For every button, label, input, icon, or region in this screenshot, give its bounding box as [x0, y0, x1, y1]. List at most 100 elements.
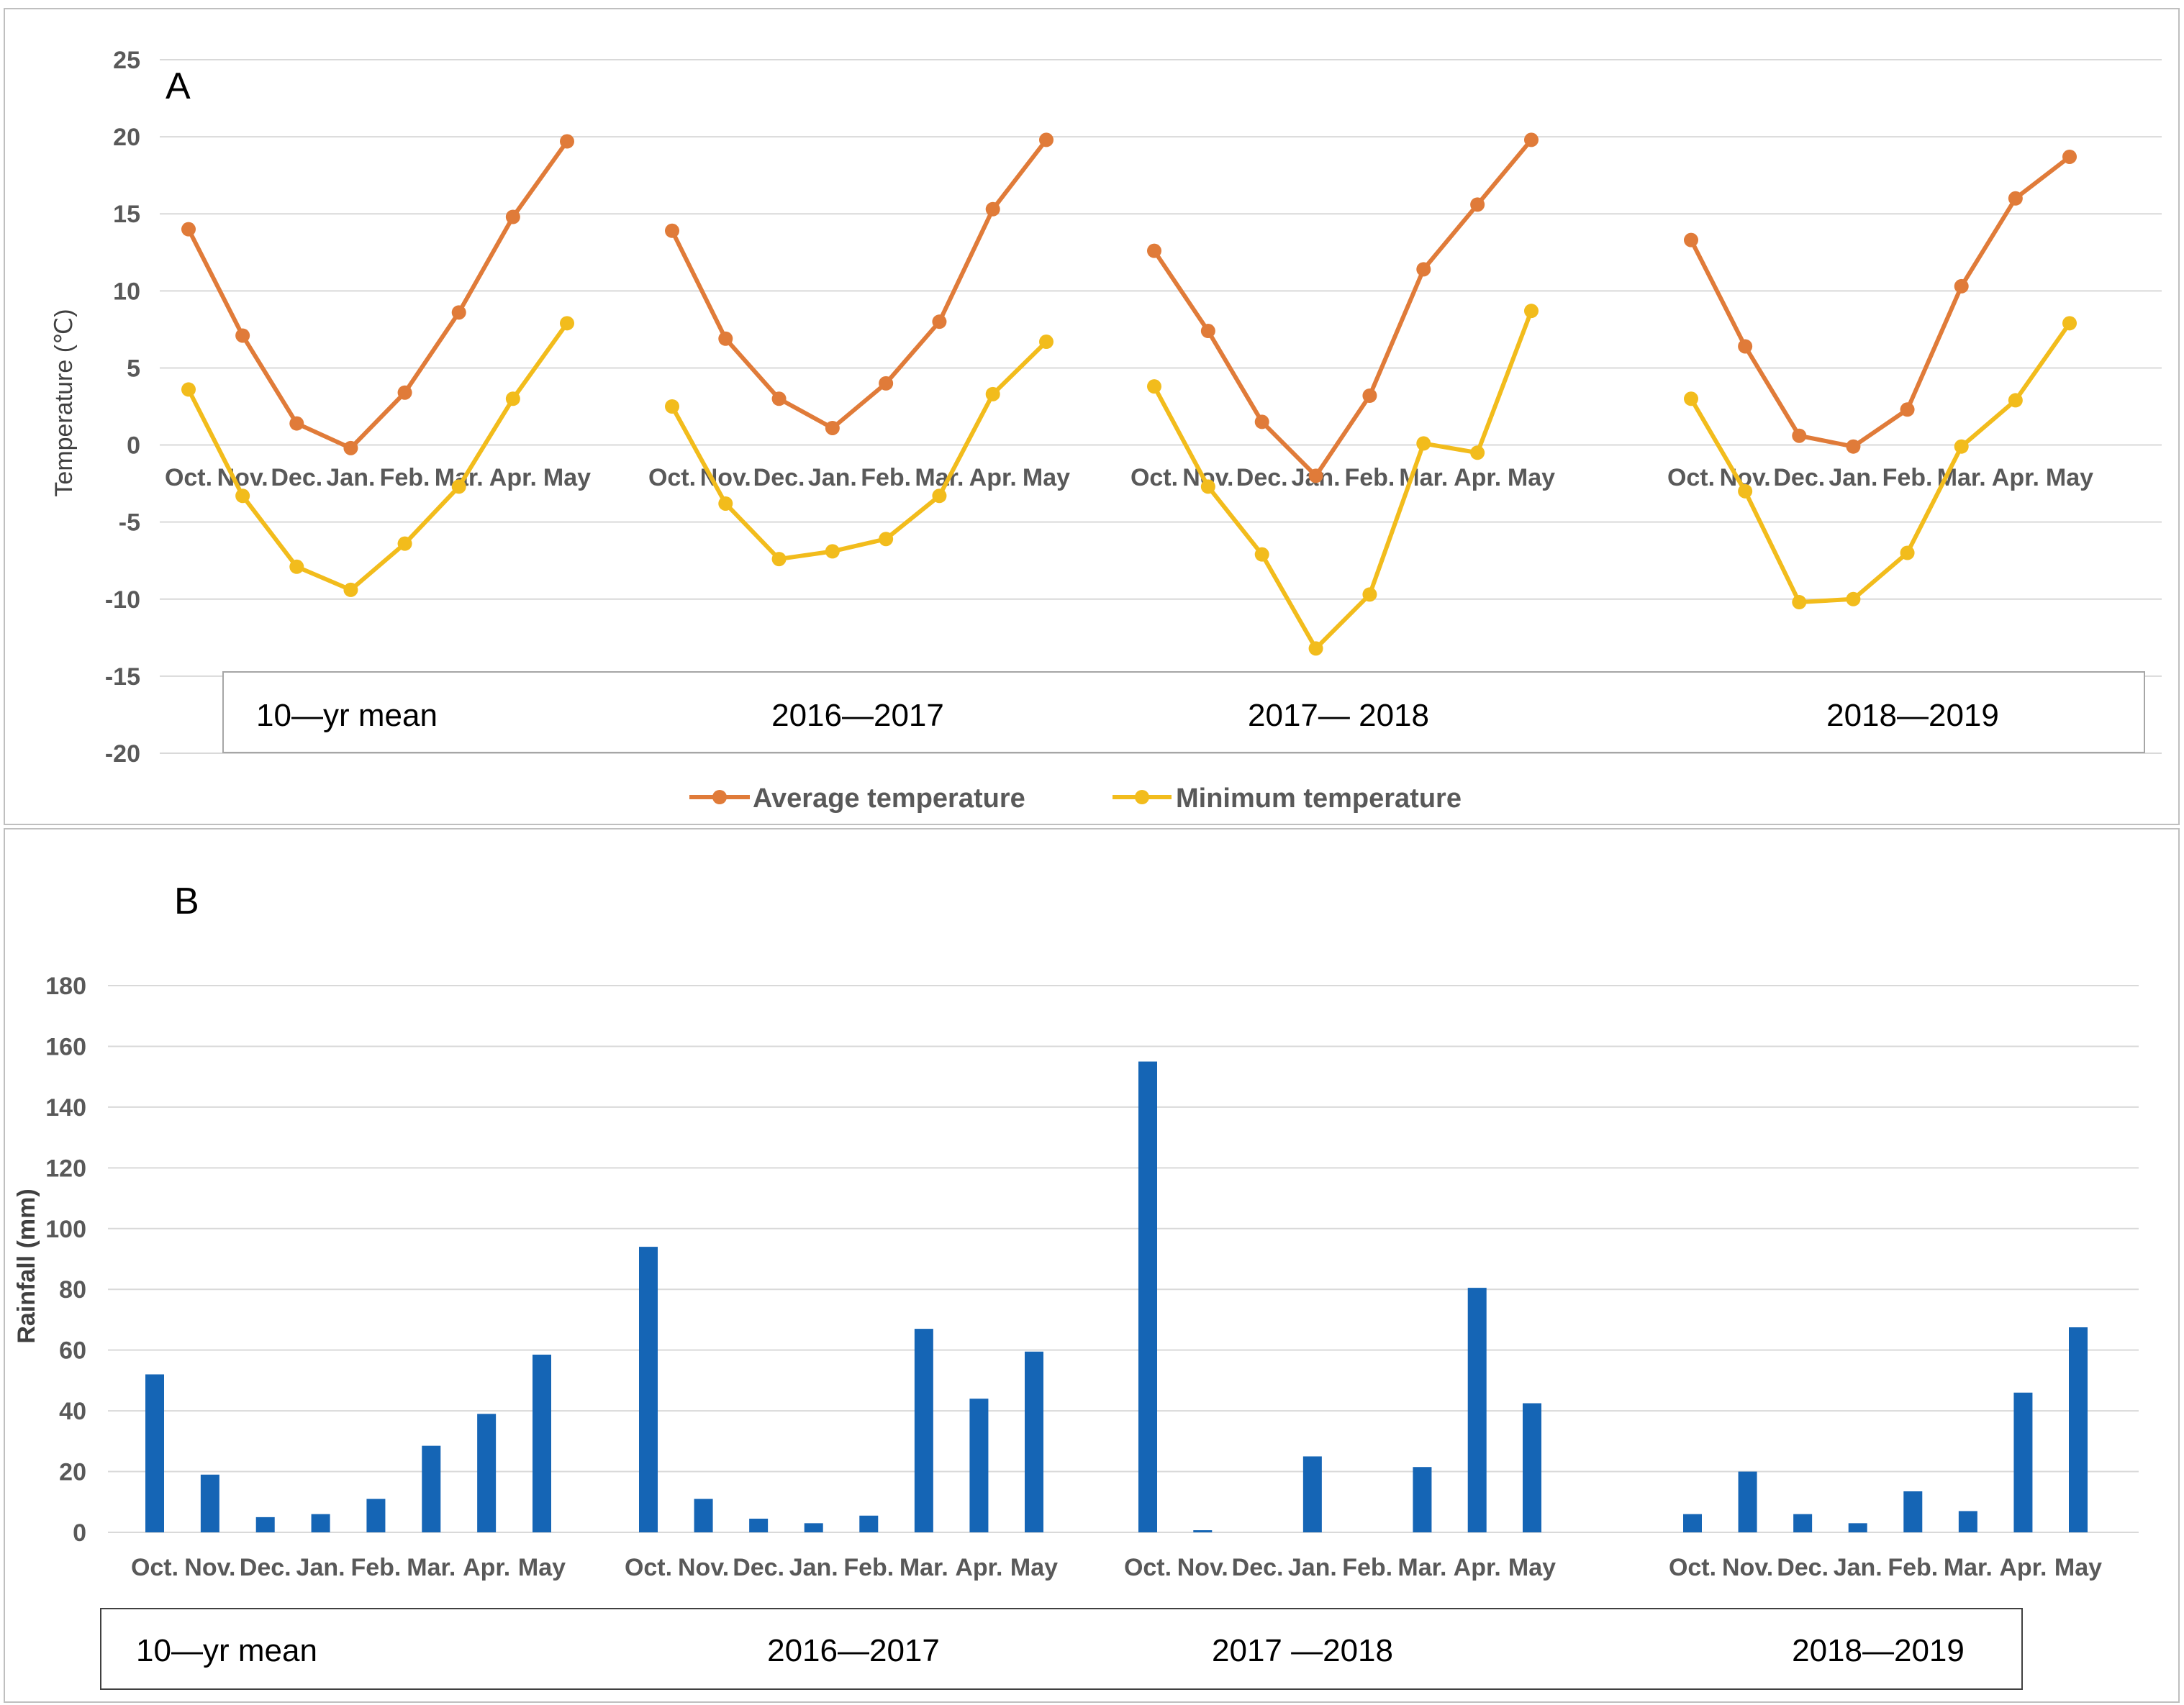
rainfall-bar [694, 1499, 713, 1532]
rainfall-month-label: Dec. [1777, 1554, 1829, 1581]
temperature-y-tick-label: -20 [105, 740, 140, 768]
rainfall-month-label: Feb. [1888, 1554, 1938, 1581]
rainfall-bar [859, 1515, 879, 1532]
minimum-temperature-point [1200, 479, 1215, 494]
average-temperature-point [1900, 402, 1915, 417]
average-temperature-point [1308, 468, 1323, 483]
rainfall-month-label: Jan. [1288, 1554, 1337, 1581]
minimum-temperature-point [505, 391, 520, 406]
temperature-month-label: Apr. [1992, 464, 2039, 491]
rainfall-month-label: Dec. [733, 1554, 784, 1581]
average-temperature-line [1152, 138, 1533, 478]
minimum-temperature-point [718, 496, 733, 511]
rainfall-y-tick-label: 120 [45, 1155, 86, 1182]
minimum-temperature-point [1470, 445, 1485, 460]
temperature-month-label: Mar. [915, 464, 964, 491]
rainfall-month-label: Nov. [184, 1554, 235, 1581]
rainfall-month-label: Jan. [789, 1554, 838, 1581]
temperature-y-tick-label: 10 [113, 278, 140, 305]
average-temperature-point [1362, 388, 1377, 404]
rainfall-bar [422, 1445, 441, 1532]
rainfall-month-label: May [1010, 1554, 1058, 1581]
average-temperature-point [1200, 324, 1215, 339]
minimum-legend-marker [1135, 790, 1149, 804]
rainfall-y-tick-label: 60 [59, 1337, 86, 1365]
average-temperature-point [1147, 243, 1161, 258]
rainfall-month-label: Oct. [1669, 1554, 1716, 1581]
rainfall-bar [1738, 1471, 1757, 1532]
minimum-temperature-point [397, 536, 412, 551]
rainfall-month-label: Nov. [678, 1554, 729, 1581]
minimum-temperature-point [1846, 591, 1861, 606]
average-temperature-point [1254, 414, 1269, 429]
temperature-group-label: 2017— 2018 [1248, 698, 1429, 733]
rainfall-month-label: Apr. [1454, 1554, 1501, 1581]
rainfall-month-label: May [2054, 1554, 2102, 1581]
rainfall-group-label: 10—yr mean [136, 1633, 317, 1668]
average-temperature-line [670, 138, 1048, 430]
minimum-temperature-point [771, 552, 787, 567]
average-temperature-point [505, 209, 520, 224]
average-temperature-point [985, 201, 1000, 217]
temperature-month-label: Apr. [969, 464, 1017, 491]
rainfall-month-label: Feb. [1342, 1554, 1392, 1581]
average-temperature-point [2062, 149, 2077, 164]
rainfall-chart: 180 160 140 120 100 80 60 40 20 0 B Rainfall (mm) Oc… [13, 881, 2139, 1690]
rainfall-bar [477, 1414, 497, 1532]
minimum-temperature-line [186, 322, 569, 592]
minimum-temperature-line [1689, 322, 2072, 605]
minimum-temperature-line [670, 340, 1048, 562]
minimum-temperature-point [985, 386, 1000, 401]
minimum-temperature-point [2008, 393, 2023, 408]
average-temperature-point [825, 420, 840, 435]
minimum-temperature-point [1416, 436, 1431, 451]
average-temperature-point [289, 416, 304, 431]
rainfall-bar [1793, 1514, 1813, 1532]
rainfall-bar [533, 1355, 551, 1532]
minimum-temperature-point [1792, 595, 1807, 610]
minimum-temperature-point [1954, 439, 1969, 454]
temperature-month-label: Feb. [861, 464, 911, 491]
temperature-month-label: May [2046, 464, 2093, 491]
temperature-y-tick-label: 15 [113, 201, 140, 228]
rainfall-y-tick-label: 0 [73, 1519, 86, 1547]
rainfall-month-label: Jan. [1834, 1554, 1882, 1581]
average-temperature-point [2008, 191, 2023, 206]
rainfall-group-10-yr-mean: Oct. Nov. Dec. Jan. Feb. Mar. Apr. May [131, 1355, 566, 1581]
rainfall-month-label: Mar. [1944, 1554, 1993, 1581]
rainfall-y-tick-label: 20 [59, 1459, 86, 1486]
temperature-group-label: 2016—2017 [771, 698, 944, 733]
rainfall-y-tick-label: 40 [59, 1398, 86, 1425]
average-temperature-point [932, 314, 947, 329]
temperature-group-2016-2017: Oct. Nov. Dec. Jan. Feb. Mar. Apr. May [648, 132, 1070, 567]
rainfall-month-label: Mar. [900, 1554, 948, 1581]
minimum-temperature-point [560, 316, 574, 331]
average-temperature-point [1416, 262, 1431, 277]
average-temperature-point [181, 222, 196, 237]
rainfall-month-label: Dec. [1232, 1554, 1284, 1581]
rainfall-month-label: Mar. [407, 1554, 456, 1581]
temperature-month-label: Feb. [1882, 464, 1933, 491]
minimum-temperature-point [1308, 641, 1323, 656]
rainfall-group-2016-2017: Oct. Nov. Dec. Jan. Feb. Mar. Apr. May [625, 1247, 1058, 1581]
temperature-y-tick-label: -5 [119, 509, 140, 537]
rainfall-bar [1025, 1351, 1043, 1532]
temperature-month-label: Feb. [380, 464, 430, 491]
average-temperature-point [718, 331, 733, 346]
rainfall-bar [804, 1523, 823, 1532]
minimum-temperature-point [1524, 304, 1539, 319]
temperature-group-2018-2019: Oct. Nov. Dec. Jan. Feb. Mar. Apr. May [1667, 149, 2093, 610]
minimum-temperature-line [1152, 310, 1533, 651]
rainfall-month-label: Oct. [625, 1554, 672, 1581]
minimum-temperature-point [665, 399, 679, 414]
temperature-month-label: Oct. [1667, 464, 1715, 491]
average-temperature-point [343, 440, 358, 455]
rainfall-group-label-box [100, 1608, 2023, 1690]
rainfall-bar [1413, 1467, 1432, 1532]
temperature-month-label: Jan. [326, 464, 375, 491]
average-temperature-point [560, 134, 574, 149]
rainfall-y-tick-label: 140 [45, 1094, 86, 1122]
rainfall-month-label: Oct. [131, 1554, 178, 1581]
temperature-y-tick-label: 5 [127, 355, 140, 382]
temperature-group-label: 10—yr mean [256, 698, 438, 733]
